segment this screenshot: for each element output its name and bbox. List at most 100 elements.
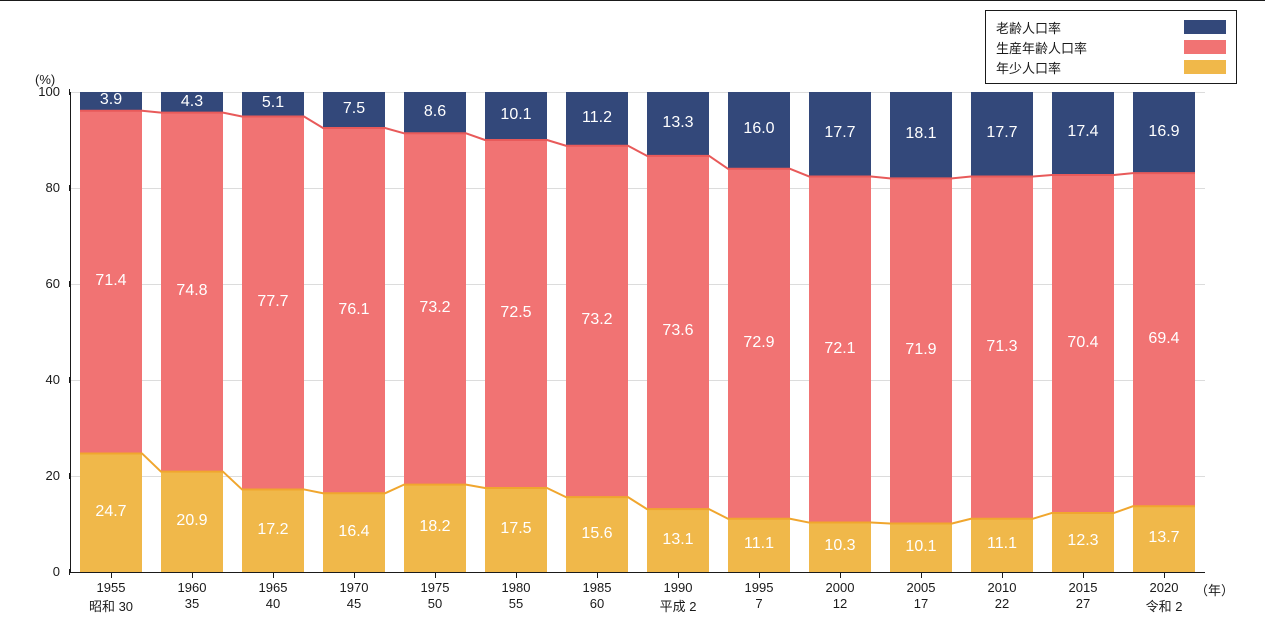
- x-tick-label: 1990: [638, 580, 718, 595]
- x-tick-mark: [354, 572, 355, 578]
- x-tick-mark: [678, 572, 679, 578]
- y-tick-mark: [69, 281, 70, 287]
- plot-area: 24.771.43.920.974.84.317.277.75.116.476.…: [70, 92, 1205, 572]
- bar-group: 17.277.75.1: [242, 92, 304, 572]
- x-tick-sublabel: 35: [152, 596, 232, 611]
- bar-seg-old: [1052, 92, 1114, 176]
- bar-group: 11.172.916.0: [728, 92, 790, 572]
- x-tick-mark: [1164, 572, 1165, 578]
- x-tick-sublabel: 平成 2: [638, 596, 718, 615]
- bar-seg-working: [80, 111, 142, 454]
- bar-group: 12.370.417.4: [1052, 92, 1114, 572]
- x-tick-label: 2010: [962, 580, 1042, 595]
- legend-swatch: [1184, 60, 1226, 74]
- x-tick-label: 2005: [881, 580, 961, 595]
- gridline: [70, 380, 1205, 381]
- bar-group: 17.572.510.1: [485, 92, 547, 572]
- y-tick-label: 40: [30, 372, 60, 387]
- legend-swatch: [1184, 40, 1226, 54]
- gridline: [70, 284, 1205, 285]
- y-tick-label: 0: [30, 564, 60, 579]
- bar-group: 18.273.28.6: [404, 92, 466, 572]
- bar-seg-old: [161, 92, 223, 113]
- x-tick-sublabel: 60: [557, 596, 637, 611]
- y-tick-mark: [69, 185, 70, 191]
- x-tick-sublabel: 7: [719, 596, 799, 611]
- y-tick-mark: [69, 473, 70, 479]
- bar-seg-young: [242, 489, 304, 572]
- bar-seg-working: [647, 156, 709, 509]
- bar-seg-working: [971, 177, 1033, 519]
- bar-group: 10.171.918.1: [890, 92, 952, 572]
- bar-seg-working: [728, 169, 790, 519]
- bar-seg-old: [485, 92, 547, 140]
- bar-seg-old: [1133, 92, 1195, 173]
- top-rule: [0, 0, 1265, 1]
- legend-label: 年少人口率: [996, 58, 1061, 77]
- x-tick-mark: [759, 572, 760, 578]
- bar-group: 11.171.317.7: [971, 92, 1033, 572]
- y-tick-label: 20: [30, 468, 60, 483]
- x-tick-label: 1955: [71, 580, 151, 595]
- x-tick-label: 1985: [557, 580, 637, 595]
- bar-group: 16.476.17.5: [323, 92, 385, 572]
- legend-swatch: [1184, 20, 1226, 34]
- x-tick-mark: [597, 572, 598, 578]
- bar-seg-old: [566, 92, 628, 146]
- bar-seg-young: [80, 453, 142, 572]
- y-tick-mark: [69, 377, 70, 383]
- bar-seg-young: [728, 519, 790, 572]
- bar-seg-working: [1052, 175, 1114, 513]
- gridline: [70, 92, 1205, 93]
- x-tick-mark: [111, 572, 112, 578]
- bar-seg-working: [1133, 173, 1195, 506]
- x-tick-sublabel: 40: [233, 596, 313, 611]
- bar-seg-old: [809, 92, 871, 177]
- bar-seg-working: [242, 117, 304, 490]
- bar-seg-young: [1052, 513, 1114, 572]
- y-tick-mark: [69, 89, 70, 95]
- x-tick-label: 1980: [476, 580, 556, 595]
- x-tick-sublabel: 令和 2: [1124, 596, 1204, 615]
- x-tick-sublabel: 27: [1043, 596, 1123, 611]
- legend-label: 老齢人口率: [996, 18, 1061, 37]
- bar-seg-old: [971, 92, 1033, 177]
- x-tick-label: 1965: [233, 580, 313, 595]
- x-tick-mark: [1002, 572, 1003, 578]
- x-tick-sublabel: 12: [800, 596, 880, 611]
- x-tick-mark: [1083, 572, 1084, 578]
- bar-seg-working: [809, 176, 871, 522]
- y-tick-label: 80: [30, 180, 60, 195]
- x-tick-mark: [192, 572, 193, 578]
- bar-seg-young: [890, 524, 952, 572]
- bar-seg-young: [971, 519, 1033, 572]
- x-tick-sublabel: 50: [395, 596, 475, 611]
- x-tick-sublabel: 17: [881, 596, 961, 611]
- legend-item: 年少人口率: [996, 57, 1226, 77]
- gridline: [70, 572, 1205, 573]
- x-tick-sublabel: 45: [314, 596, 394, 611]
- x-tick-sublabel: 55: [476, 596, 556, 611]
- x-tick-mark: [273, 572, 274, 578]
- x-tick-label: 1995: [719, 580, 799, 595]
- bar-group: 24.771.43.9: [80, 92, 142, 572]
- y-axis-line: [70, 92, 71, 572]
- gridline: [70, 476, 1205, 477]
- bar-seg-young: [566, 497, 628, 572]
- x-tick-mark: [840, 572, 841, 578]
- gridline: [70, 188, 1205, 189]
- x-tick-mark: [516, 572, 517, 578]
- bar-seg-working: [161, 113, 223, 472]
- bar-seg-old: [647, 92, 709, 156]
- legend-label: 生産年齢人口率: [996, 38, 1087, 57]
- bar-group: 13.173.613.3: [647, 92, 709, 572]
- legend-item: 生産年齢人口率: [996, 37, 1226, 57]
- legend-box: 老齢人口率生産年齢人口率年少人口率: [985, 10, 1237, 84]
- x-tick-mark: [921, 572, 922, 578]
- bar-seg-old: [404, 92, 466, 133]
- bar-seg-old: [728, 92, 790, 169]
- bar-seg-old: [323, 92, 385, 128]
- bar-seg-working: [566, 146, 628, 497]
- bar-seg-working: [404, 133, 466, 484]
- x-tick-mark: [435, 572, 436, 578]
